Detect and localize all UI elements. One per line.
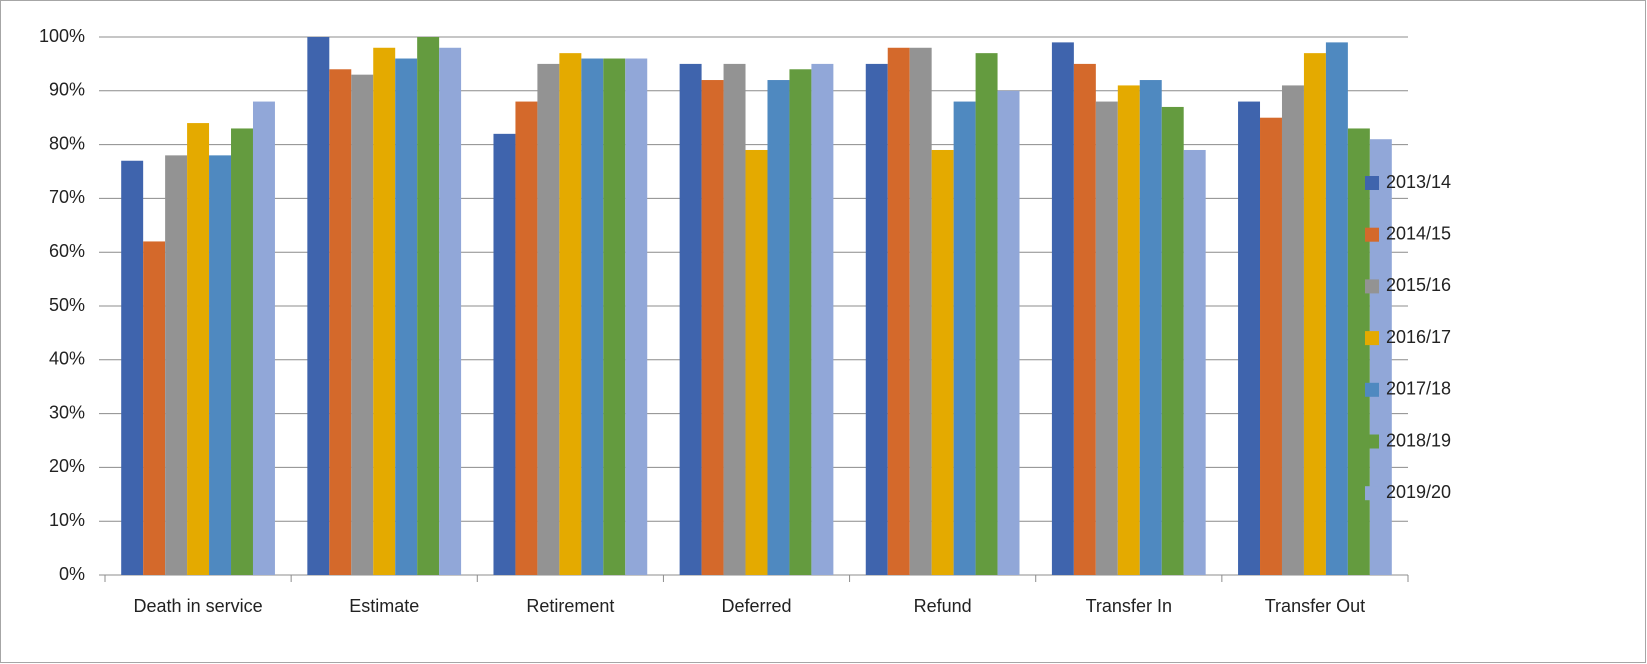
bar	[559, 53, 582, 575]
legend-swatch	[1365, 382, 1379, 397]
bar	[953, 101, 976, 575]
bar	[1347, 128, 1370, 575]
y-tick-label: 60%	[49, 241, 85, 261]
bar	[679, 63, 702, 576]
bar	[701, 80, 724, 575]
x-tick-label: Transfer In	[1086, 596, 1172, 616]
bar	[143, 241, 166, 575]
y-tick-label: 70%	[49, 187, 85, 207]
bar	[909, 47, 932, 575]
bar	[975, 53, 998, 575]
bar	[865, 63, 888, 576]
bar	[187, 123, 210, 575]
bar	[745, 149, 768, 576]
x-tick-label: Estimate	[349, 596, 419, 616]
legend-swatch	[1365, 176, 1379, 190]
x-tick-label: Refund	[914, 596, 972, 616]
y-tick-label: 100%	[39, 26, 85, 46]
legend-swatch	[1365, 331, 1379, 346]
bar	[1139, 80, 1162, 575]
y-tick-label: 40%	[49, 349, 85, 369]
bar	[417, 37, 440, 575]
bar	[373, 47, 396, 575]
bar	[329, 69, 352, 575]
bar	[165, 155, 188, 576]
y-tick-label: 10%	[49, 510, 85, 530]
x-tick-label: Deferred	[721, 596, 791, 616]
bar	[1073, 63, 1096, 576]
x-tick-label: Transfer Out	[1265, 596, 1365, 616]
legend-swatch	[1365, 279, 1379, 294]
y-tick-label: 20%	[49, 456, 85, 476]
bar	[811, 63, 834, 576]
bar	[307, 37, 330, 575]
bar	[1161, 106, 1184, 575]
bar	[209, 155, 232, 576]
bar	[1260, 117, 1282, 575]
x-tick-label: Retirement	[526, 596, 614, 616]
legend-swatch	[1365, 486, 1379, 501]
legend-label: 2017/18	[1386, 379, 1451, 399]
bar	[1238, 101, 1261, 575]
y-tick-label: 30%	[49, 402, 85, 422]
bar	[603, 58, 626, 575]
bar	[997, 90, 1020, 576]
y-tick-label: 80%	[49, 133, 85, 153]
bar	[537, 63, 560, 576]
y-tick-label: 90%	[49, 80, 85, 100]
bar	[625, 58, 648, 575]
bar	[581, 58, 604, 575]
bar	[1117, 85, 1140, 576]
bar	[767, 80, 790, 575]
legend-label: 2014/15	[1386, 223, 1451, 243]
bar	[723, 63, 746, 576]
bar	[351, 74, 374, 575]
bar	[395, 58, 418, 575]
bar	[252, 101, 275, 575]
legend-swatch	[1365, 227, 1379, 242]
x-tick-label: Death in service	[134, 596, 263, 616]
bar	[1051, 42, 1074, 575]
bar	[439, 47, 462, 575]
bar	[515, 101, 538, 575]
bar	[493, 133, 516, 575]
bar	[1325, 42, 1348, 575]
bar	[1369, 139, 1392, 575]
bar	[1095, 101, 1118, 575]
legend-label: 2013/14	[1386, 172, 1451, 192]
bar	[231, 128, 253, 575]
y-tick-label: 0%	[59, 564, 85, 584]
bar	[1183, 149, 1206, 576]
bar	[887, 47, 910, 575]
legend-label: 2019/20	[1386, 482, 1451, 502]
legend-label: 2015/16	[1386, 275, 1451, 295]
bar	[1303, 53, 1326, 575]
legend-swatch	[1365, 434, 1379, 449]
bar	[1281, 85, 1304, 576]
legend-label: 2016/17	[1386, 327, 1451, 347]
bar	[931, 149, 954, 576]
y-tick-label: 50%	[49, 295, 85, 315]
bar	[789, 69, 812, 575]
legend-label: 2018/19	[1386, 430, 1451, 450]
bar	[121, 160, 144, 576]
